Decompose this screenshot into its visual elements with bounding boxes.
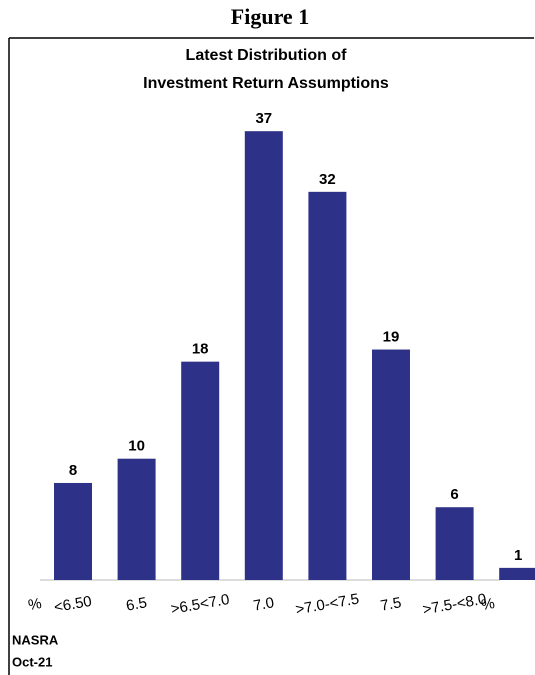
value-label: 8 bbox=[69, 462, 77, 479]
source: NASRA bbox=[12, 632, 59, 647]
bar bbox=[308, 191, 347, 580]
bar bbox=[54, 482, 92, 580]
bar bbox=[372, 349, 410, 580]
x-tick-label: % bbox=[480, 595, 496, 614]
x-tick-label: >6.5<7.0 bbox=[169, 591, 230, 618]
source: Oct-21 bbox=[12, 654, 52, 669]
x-tick-label: >7.5-<8.0 bbox=[421, 591, 487, 619]
value-label: 10 bbox=[128, 438, 145, 455]
x-tick-label: >7.0-<7.5 bbox=[294, 591, 360, 619]
x-tick-label: 6.5 bbox=[125, 594, 148, 614]
annotation: % bbox=[27, 595, 43, 614]
value-label: 37 bbox=[255, 110, 272, 127]
x-tick-label: 7.5 bbox=[379, 594, 402, 614]
bar bbox=[499, 567, 535, 580]
figure-label: Figure 1 bbox=[231, 4, 309, 29]
x-tick-label: 7.0 bbox=[252, 594, 275, 614]
bar bbox=[435, 507, 474, 580]
chart-title: Latest Distribution of bbox=[186, 47, 348, 64]
value-label: 6 bbox=[450, 486, 458, 503]
value-label: 19 bbox=[383, 328, 400, 345]
value-label: 1 bbox=[514, 547, 522, 564]
bar bbox=[181, 361, 220, 580]
bar bbox=[244, 131, 283, 580]
value-label: 18 bbox=[192, 341, 209, 358]
value-label: 32 bbox=[319, 171, 336, 188]
bar bbox=[117, 458, 156, 580]
chart-title: Investment Return Assumptions bbox=[143, 75, 389, 92]
x-tick-label: <6.50 bbox=[53, 593, 93, 616]
